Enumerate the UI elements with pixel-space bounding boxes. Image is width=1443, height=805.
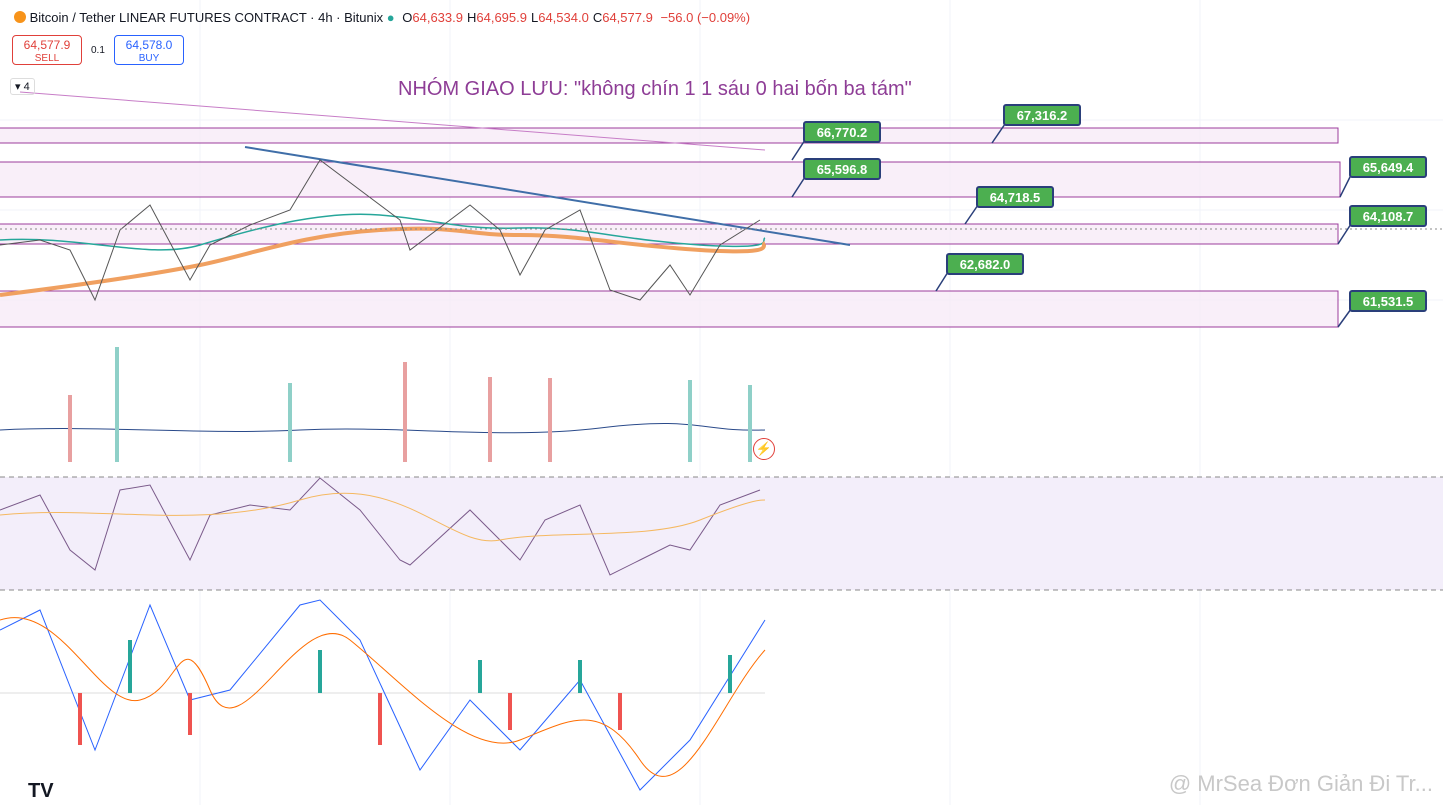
ohlc-key: O xyxy=(402,10,413,25)
change: −56.0 (−0.09%) xyxy=(660,10,751,25)
symbol-header: Bitcoin / Tether LINEAR FUTURES CONTRACT… xyxy=(14,10,750,25)
ohlc-value: 64,534.0 xyxy=(538,10,589,25)
price-label: 64,718.5 xyxy=(976,186,1054,208)
ohlc-value: 64,633.9 xyxy=(412,10,463,25)
alert-icon[interactable]: ⚡ xyxy=(753,438,775,460)
zones xyxy=(0,127,1341,328)
price-path xyxy=(0,159,761,302)
price-label: 61,531.5 xyxy=(1349,290,1427,312)
macd xyxy=(0,599,766,791)
buy-button[interactable]: 64,578.0 BUY xyxy=(114,35,184,65)
ohlc-value: 64,695.9 xyxy=(476,10,527,25)
ohlc-key: L xyxy=(530,10,539,25)
ohlc-key: C xyxy=(592,10,603,25)
label-pointers xyxy=(791,123,1352,328)
price-label: 62,682.0 xyxy=(946,253,1024,275)
price-label: 64,108.7 xyxy=(1349,205,1427,227)
macd-hist xyxy=(78,640,732,745)
ma-thick xyxy=(0,226,767,297)
buy-label: BUY xyxy=(138,53,160,64)
logo: TV xyxy=(28,780,54,802)
indicator-count: 4 xyxy=(23,81,30,93)
sell-button[interactable]: 64,577.9 SELL xyxy=(12,35,82,65)
status-dot: ● xyxy=(386,10,395,25)
price-label: 65,596.8 xyxy=(803,158,881,180)
coin-icon xyxy=(14,11,26,23)
sell-price: 64,577.9 xyxy=(23,38,71,52)
indicators-toggle[interactable]: ▾ 4 xyxy=(10,78,35,95)
rsi xyxy=(0,477,761,576)
price-label: 67,316.2 xyxy=(1003,104,1081,126)
annotation: NHÓM GIAO LƯU: "không chín 1 1 sáu 0 hai… xyxy=(398,78,912,100)
volume xyxy=(0,347,766,462)
ma-line xyxy=(19,91,766,151)
ohlc: O64,633.9 H64,695.9 L64,534.0 C64,577.9 xyxy=(398,10,657,25)
rsi-levels xyxy=(0,476,1443,591)
rsi-band xyxy=(0,477,1443,590)
watermark: @ MrSea Đơn Giản Đi Tr... xyxy=(1168,771,1433,796)
buy-price: 64,578.0 xyxy=(125,38,173,52)
price-label: 66,770.2 xyxy=(803,121,881,143)
spread: 0.1 xyxy=(91,45,105,56)
ohlc-value: 64,577.9 xyxy=(602,10,653,25)
sell-label: SELL xyxy=(34,53,60,64)
symbol-title: Bitcoin / Tether LINEAR FUTURES CONTRACT… xyxy=(29,10,384,25)
price-label: 65,649.4 xyxy=(1349,156,1427,178)
signal xyxy=(0,617,766,777)
trend-line xyxy=(244,146,851,246)
rsi-ma xyxy=(0,492,766,542)
ohlc-key: H xyxy=(466,10,477,25)
ema xyxy=(0,213,766,251)
